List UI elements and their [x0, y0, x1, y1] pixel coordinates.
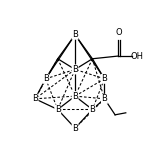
Text: OH: OH — [131, 52, 144, 61]
Text: O: O — [115, 28, 122, 37]
Text: B: B — [32, 94, 38, 103]
Text: B: B — [72, 65, 78, 74]
Text: B: B — [55, 105, 61, 114]
Text: B: B — [43, 74, 49, 83]
Text: B: B — [72, 92, 78, 101]
Text: B: B — [101, 74, 107, 83]
Text: B: B — [89, 105, 95, 114]
Text: B: B — [72, 124, 78, 133]
Text: B: B — [101, 94, 107, 103]
Text: B: B — [72, 30, 78, 39]
